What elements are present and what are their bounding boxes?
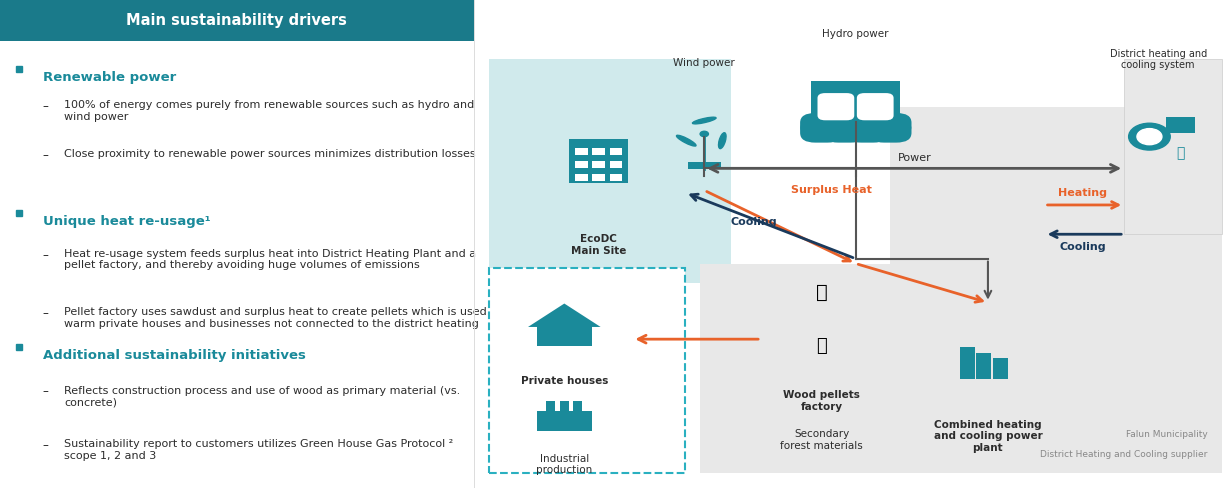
Text: 🌱: 🌱 (815, 284, 828, 302)
Text: EcoDC
Main Site: EcoDC Main Site (571, 234, 626, 256)
FancyBboxPatch shape (977, 352, 991, 380)
Text: District Heating and Cooling supplier: District Heating and Cooling supplier (1039, 450, 1208, 459)
FancyBboxPatch shape (868, 113, 911, 136)
FancyBboxPatch shape (1166, 117, 1196, 133)
Text: 💧: 💧 (1176, 146, 1184, 160)
FancyBboxPatch shape (610, 161, 622, 168)
Ellipse shape (676, 135, 696, 146)
Text: Industrial
production: Industrial production (536, 454, 593, 475)
Text: Sustainability report to customers utilizes Green House Gas Protocol ²
scope 1, : Sustainability report to customers utili… (64, 439, 453, 461)
FancyBboxPatch shape (593, 148, 605, 155)
FancyBboxPatch shape (812, 81, 900, 122)
Text: –: – (43, 149, 48, 162)
FancyBboxPatch shape (800, 113, 843, 136)
FancyBboxPatch shape (610, 174, 622, 181)
Text: 🪵: 🪵 (817, 338, 827, 355)
FancyBboxPatch shape (800, 119, 843, 142)
Text: Power: Power (898, 154, 931, 163)
FancyBboxPatch shape (576, 174, 588, 181)
FancyBboxPatch shape (538, 325, 592, 346)
FancyBboxPatch shape (993, 358, 1007, 380)
Circle shape (1129, 123, 1170, 150)
FancyBboxPatch shape (593, 161, 605, 168)
Text: Additional sustainability initiatives: Additional sustainability initiatives (43, 349, 305, 362)
Text: Cooling: Cooling (731, 217, 777, 227)
Text: Surplus Heat: Surplus Heat (791, 185, 872, 195)
Text: Heating: Heating (1058, 188, 1107, 198)
FancyBboxPatch shape (959, 347, 974, 380)
Ellipse shape (692, 117, 716, 124)
FancyBboxPatch shape (538, 411, 592, 431)
FancyBboxPatch shape (593, 174, 605, 181)
FancyBboxPatch shape (1124, 59, 1223, 234)
Text: –: – (43, 249, 48, 262)
Text: Falun Municipality: Falun Municipality (1125, 430, 1208, 439)
Bar (488, 268, 685, 473)
Polygon shape (528, 304, 600, 327)
Text: Reflects construction process and use of wood as primary material (vs.
concrete): Reflects construction process and use of… (64, 386, 460, 407)
FancyBboxPatch shape (701, 264, 1124, 473)
Text: District heating and
cooling system: District heating and cooling system (1109, 49, 1207, 70)
Text: Cooling: Cooling (1059, 242, 1106, 251)
Text: 100% of energy comes purely from renewable sources such as hydro and
wind power: 100% of energy comes purely from renewab… (64, 100, 475, 122)
FancyBboxPatch shape (610, 148, 622, 155)
FancyBboxPatch shape (823, 113, 866, 136)
FancyBboxPatch shape (568, 139, 627, 183)
FancyBboxPatch shape (688, 162, 721, 169)
FancyBboxPatch shape (488, 59, 731, 283)
Text: Combined heating
and cooling power
plant: Combined heating and cooling power plant (934, 420, 1042, 453)
Circle shape (1137, 128, 1162, 144)
Circle shape (700, 131, 708, 137)
Text: Heat re-usage system feeds surplus heat into District Heating Plant and a
pellet: Heat re-usage system feeds surplus heat … (64, 249, 476, 270)
Text: Main sustainability drivers: Main sustainability drivers (127, 14, 347, 28)
Text: Secondary
forest materials: Secondary forest materials (780, 429, 863, 451)
FancyBboxPatch shape (576, 148, 588, 155)
Text: Hydro power: Hydro power (823, 29, 889, 39)
FancyBboxPatch shape (576, 161, 588, 168)
FancyBboxPatch shape (857, 93, 894, 120)
Text: Unique heat re-usage¹: Unique heat re-usage¹ (43, 215, 210, 228)
FancyBboxPatch shape (846, 119, 888, 142)
Ellipse shape (718, 133, 726, 149)
FancyBboxPatch shape (560, 401, 568, 411)
Text: Renewable power: Renewable power (43, 71, 176, 84)
Text: Close proximity to renewable power sources minimizes distribution losses: Close proximity to renewable power sourc… (64, 149, 476, 159)
Text: Private houses: Private houses (520, 376, 608, 386)
Text: –: – (43, 386, 48, 399)
FancyBboxPatch shape (868, 119, 911, 142)
Text: Wind power: Wind power (673, 59, 736, 68)
FancyBboxPatch shape (823, 119, 866, 142)
FancyBboxPatch shape (546, 401, 555, 411)
Text: –: – (43, 100, 48, 113)
FancyBboxPatch shape (573, 401, 583, 411)
Text: Wood pellets
factory: Wood pellets factory (784, 390, 860, 412)
FancyBboxPatch shape (818, 93, 855, 120)
Text: –: – (43, 307, 48, 321)
FancyBboxPatch shape (889, 107, 1223, 473)
Text: –: – (43, 439, 48, 452)
FancyBboxPatch shape (0, 0, 474, 41)
FancyBboxPatch shape (846, 113, 888, 136)
Text: Pellet factory uses sawdust and surplus heat to create pellets which is used to
: Pellet factory uses sawdust and surplus … (64, 307, 502, 329)
